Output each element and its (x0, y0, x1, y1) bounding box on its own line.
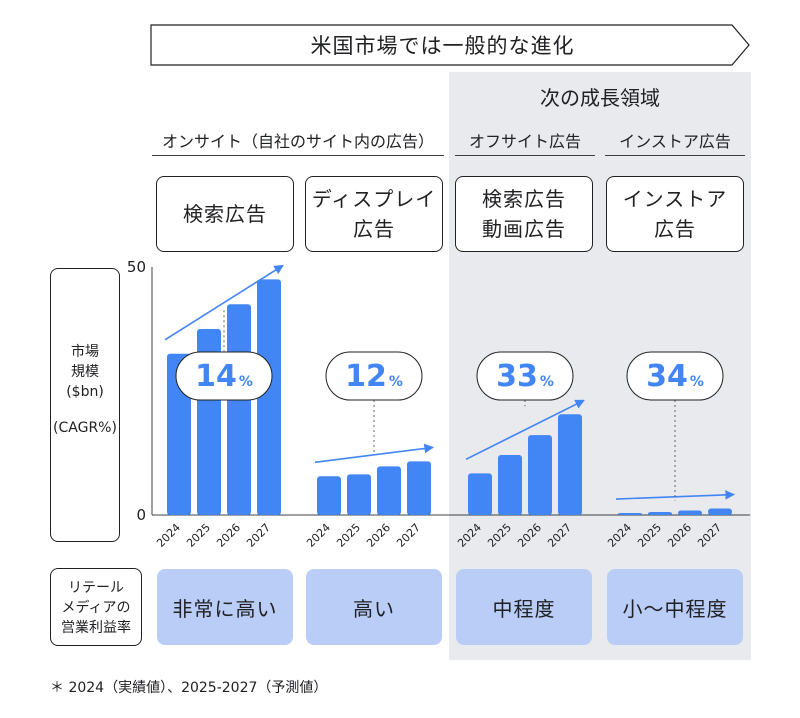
cagr-pill (175, 351, 273, 401)
x-tick-label: 2027 (695, 521, 724, 550)
cagr-value: 14% (195, 359, 253, 394)
margin-label: リテール メディアの 営業利益率 (50, 578, 142, 638)
group-divider-instore (605, 155, 745, 156)
category-box-display: ディスプレイ 広告 (305, 176, 443, 252)
cagr-pill (476, 351, 574, 401)
y-tick-label: 0 (136, 506, 146, 524)
bar (498, 454, 522, 515)
x-tick-label: 2027 (244, 521, 273, 550)
margin-label-line2: メディアの (61, 600, 131, 616)
bar (528, 435, 552, 515)
group-label-onsite: オンサイト（自社のサイト内の広告） (161, 132, 434, 151)
x-tick-label: 2026 (515, 521, 544, 550)
y-axis-label: 市場 規模 ($bn) (CAGR%) (50, 342, 120, 438)
cagr-value: 12% (345, 359, 403, 394)
margin-value-instore: 小～中程度 (607, 569, 743, 645)
x-tick-label: 2026 (364, 521, 393, 550)
bar (257, 279, 281, 515)
margin-value-search: 非常に高い (157, 569, 293, 645)
x-tick-label: 2025 (485, 521, 514, 550)
x-tick-label: 2025 (334, 521, 363, 550)
cagr-pill (626, 351, 724, 401)
bar (558, 414, 582, 515)
bar (347, 474, 371, 515)
category-box-offsite: 検索広告 動画広告 (455, 176, 593, 252)
bar (317, 476, 341, 515)
x-tick-label: 2026 (665, 521, 694, 550)
margin-label-box (50, 568, 142, 646)
x-tick-label: 2025 (184, 521, 213, 550)
margin-label-line1: リテール (68, 580, 124, 596)
x-tick-label: 2027 (545, 521, 574, 550)
footnote: ＊ 2024（実績値）、2025-2027（予測値） (50, 680, 328, 696)
bar (708, 508, 732, 515)
y-axis-label-line2: 規模 (71, 364, 99, 380)
bar (227, 304, 251, 515)
margin-value-offsite: 中程度 (456, 569, 592, 645)
margin-value-display: 高い (306, 569, 442, 645)
y-axis-label-line3: ($bn) (66, 384, 104, 400)
x-tick-label: 2024 (455, 521, 484, 550)
margin-label-line3: 営業利益率 (61, 620, 131, 636)
x-tick-label: 2025 (635, 521, 664, 550)
trend-arrow (314, 443, 434, 464)
cagr-value: 33% (496, 359, 554, 394)
group-divider-offsite (455, 155, 595, 156)
group-divider-onsite (152, 155, 444, 156)
bar (648, 512, 672, 515)
banner-arrow-shape (150, 24, 750, 66)
y-tick-label: 50 (127, 258, 146, 276)
bar (407, 461, 431, 515)
y-axis-label-line4: (CAGR%) (53, 420, 117, 436)
y-axis-label-line1: 市場 (71, 344, 99, 360)
x-tick-label: 2024 (154, 521, 183, 550)
x-tick-label: 2027 (394, 521, 423, 550)
bar (377, 466, 401, 515)
trend-arrow (164, 264, 284, 341)
x-tick-label: 2024 (605, 521, 634, 550)
group-label-instore: インストア広告 (619, 132, 731, 151)
x-tick-label: 2024 (304, 521, 333, 550)
x-tick-label: 2026 (214, 521, 243, 550)
bar (468, 473, 492, 515)
next-growth-title: 次の成長領域 (540, 86, 660, 110)
cagr-value: 34% (646, 359, 704, 394)
group-label-offsite: オフサイト広告 (468, 132, 581, 151)
bar (678, 510, 702, 515)
trend-arrow (465, 399, 585, 461)
y-axis-label-box (50, 268, 120, 542)
bar (618, 513, 642, 515)
banner-title: 米国市場では一般的な進化 (310, 34, 575, 58)
category-box-search: 検索広告 (156, 176, 294, 252)
cagr-pill (325, 351, 423, 401)
category-box-instore: インストア 広告 (606, 176, 744, 252)
